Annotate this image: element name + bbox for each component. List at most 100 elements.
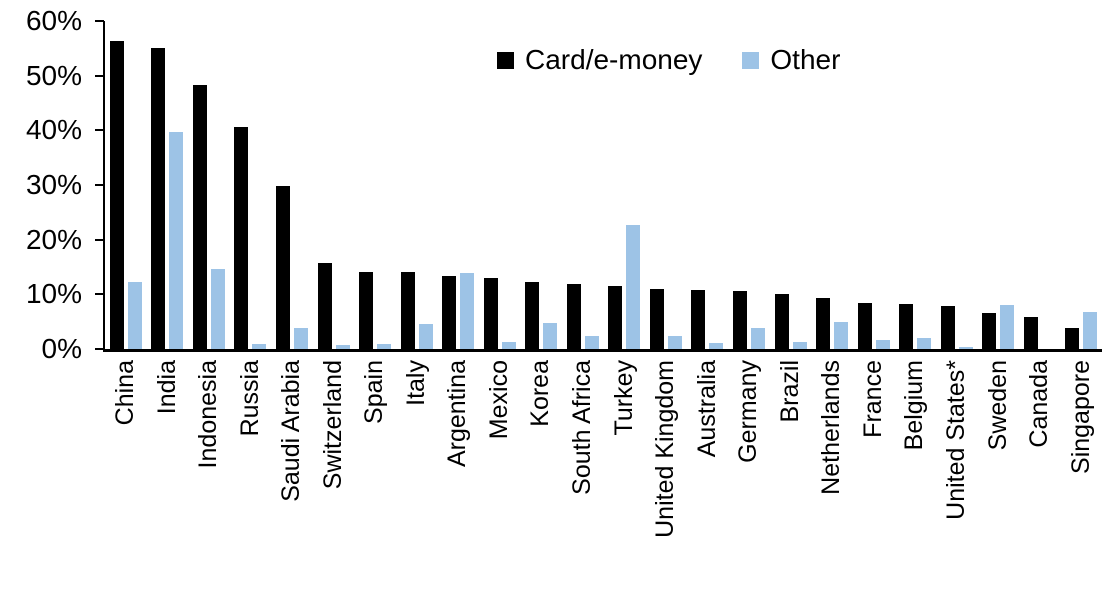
x-axis-label-wrap: Belgium bbox=[894, 360, 936, 450]
x-axis-label-wrap: Australia bbox=[687, 360, 729, 457]
bar-group: Mexico bbox=[479, 21, 521, 439]
legend-label-card-emoney: Card/e-money bbox=[525, 44, 703, 75]
y-axis-tick-label: 30% bbox=[25, 169, 82, 200]
x-axis-label-wrap: Russia bbox=[230, 360, 272, 436]
x-axis-category-label: Canada bbox=[1025, 360, 1054, 448]
x-axis-category-label: Saudi Arabia bbox=[277, 360, 306, 502]
x-axis-category-label: South Africa bbox=[568, 360, 597, 495]
x-axis-category-label: Mexico bbox=[484, 360, 513, 440]
card-emoney-bar bbox=[608, 285, 623, 349]
x-axis-label-wrap: Brazil bbox=[770, 360, 812, 423]
x-axis-category-label: Spain bbox=[360, 360, 389, 424]
y-axis-tick-label: 40% bbox=[25, 114, 82, 146]
card-emoney-bar bbox=[982, 313, 997, 349]
card-emoney-bar bbox=[525, 281, 540, 349]
y-axis-tick-label: 0% bbox=[41, 333, 82, 364]
x-axis-category-label: Russia bbox=[235, 360, 264, 437]
x-axis-label-wrap: Germany bbox=[728, 360, 770, 463]
x-axis-label-wrap: South Africa bbox=[562, 360, 604, 495]
x-axis-label-wrap: France bbox=[853, 360, 895, 438]
x-axis-category-label: India bbox=[152, 360, 181, 415]
y-axis-tick-mark bbox=[95, 238, 104, 241]
bar-group: Korea bbox=[520, 21, 562, 427]
bar-group: Sweden bbox=[977, 21, 1019, 450]
bar-group: Belgium bbox=[894, 21, 936, 450]
x-axis-category-label: Germany bbox=[734, 360, 763, 463]
card-emoney-bar bbox=[151, 48, 166, 349]
bar-group: India bbox=[147, 21, 189, 414]
x-axis-category-label: United States* bbox=[941, 360, 970, 520]
other-bar bbox=[335, 344, 350, 349]
x-axis-category-label: Korea bbox=[526, 360, 555, 427]
other-bar bbox=[667, 336, 682, 349]
x-axis-category-label: Italy bbox=[401, 360, 430, 406]
other-bar bbox=[709, 343, 724, 349]
bar-group: Canada bbox=[1019, 21, 1061, 448]
x-axis-category-label: France bbox=[858, 360, 887, 438]
x-axis-label-wrap: India bbox=[147, 360, 189, 414]
bar-group: Argentina bbox=[437, 21, 479, 467]
card-emoney-bar bbox=[359, 271, 374, 349]
x-axis-category-label: Australia bbox=[692, 360, 721, 458]
other-bar bbox=[501, 341, 516, 349]
other-bar bbox=[377, 344, 392, 349]
bar-group: Russia bbox=[230, 21, 272, 436]
x-axis-label-wrap: Sweden bbox=[977, 360, 1019, 450]
bar-group: China bbox=[105, 21, 147, 425]
legend-label-other: Other bbox=[770, 44, 841, 75]
y-axis-tick-mark bbox=[95, 74, 104, 77]
x-axis-category-label: United Kingdom bbox=[651, 360, 680, 538]
bar-group: Singapore bbox=[1061, 21, 1103, 474]
x-axis-category-label: Netherlands bbox=[817, 360, 846, 495]
x-axis-label-wrap: United Kingdom bbox=[645, 360, 687, 538]
bar-group: Brazil bbox=[770, 21, 812, 423]
card-emoney-bar bbox=[192, 84, 207, 349]
card-emoney-bar bbox=[1065, 328, 1080, 349]
other-bar bbox=[1000, 304, 1015, 349]
y-axis-tick-label: 50% bbox=[25, 59, 82, 91]
other-bar bbox=[626, 225, 641, 349]
bar-group: Saudi Arabia bbox=[271, 21, 313, 502]
other-bar bbox=[958, 347, 973, 349]
card-emoney-swatch-icon bbox=[497, 51, 514, 69]
x-axis-label-wrap: Netherlands bbox=[811, 360, 853, 495]
card-emoney-bar bbox=[566, 283, 581, 349]
other-bar bbox=[210, 269, 225, 349]
bar-group: Germany bbox=[728, 21, 770, 463]
legend: Card/e-money Other bbox=[497, 44, 840, 76]
card-emoney-bar bbox=[234, 127, 249, 349]
y-axis-tick-mark bbox=[95, 293, 104, 296]
x-axis-label-wrap: United States* bbox=[936, 360, 978, 520]
x-axis-label-wrap: China bbox=[105, 360, 147, 425]
bar-group: Turkey bbox=[604, 21, 646, 435]
other-bar bbox=[252, 343, 267, 349]
other-bar bbox=[418, 323, 433, 349]
x-axis-label-wrap: Canada bbox=[1019, 360, 1061, 448]
card-emoney-bar bbox=[317, 263, 332, 349]
y-axis-tick-mark bbox=[95, 348, 104, 350]
card-emoney-bar bbox=[816, 298, 831, 349]
x-axis-label-wrap: Switzerland bbox=[313, 360, 355, 489]
bar-group: United Kingdom bbox=[645, 21, 687, 538]
bar-group: Indonesia bbox=[188, 21, 230, 468]
other-swatch-icon bbox=[742, 51, 760, 69]
other-bar bbox=[543, 323, 558, 349]
y-axis-tick-label: 20% bbox=[25, 223, 82, 255]
card-emoney-bar bbox=[109, 41, 124, 349]
other-bar bbox=[293, 328, 308, 349]
plot-area: China India Indonesia Russia Saudi Arabia Swi… bbox=[103, 21, 1103, 538]
card-emoney-bar bbox=[400, 272, 415, 349]
card-emoney-bar bbox=[275, 186, 290, 349]
x-axis-category-label: Indonesia bbox=[194, 360, 223, 469]
x-axis-label-wrap: Singapore bbox=[1061, 360, 1103, 474]
y-axis-tick-label: 10% bbox=[25, 278, 82, 310]
card-emoney-bar bbox=[1023, 316, 1038, 349]
card-emoney-bar bbox=[857, 302, 872, 349]
card-emoney-bar bbox=[732, 291, 747, 349]
card-emoney-bar bbox=[442, 275, 457, 349]
x-axis-category-label: Belgium bbox=[900, 360, 929, 451]
bar-group: United States* bbox=[936, 21, 978, 520]
x-axis-label-wrap: Mexico bbox=[479, 360, 521, 439]
bar-group: South Africa bbox=[562, 21, 604, 495]
